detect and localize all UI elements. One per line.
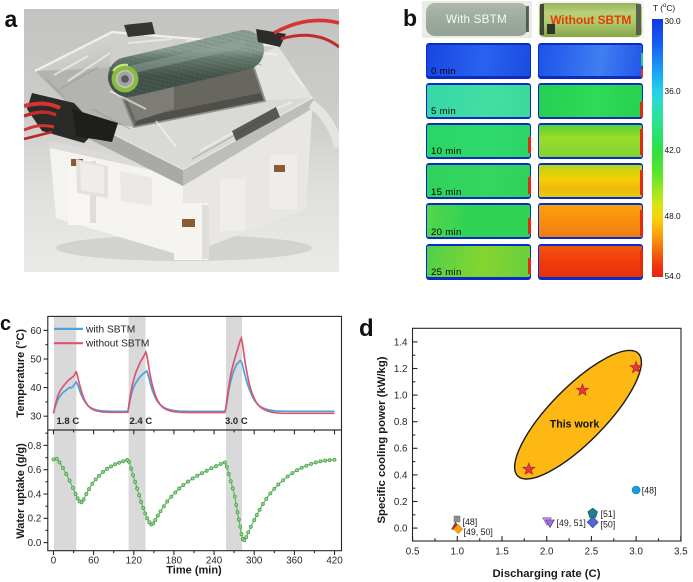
- svg-text:0.0: 0.0: [394, 524, 408, 535]
- svg-text:3.0: 3.0: [629, 547, 643, 558]
- svg-text:50: 50: [30, 354, 41, 365]
- svg-text:120: 120: [126, 556, 143, 567]
- svg-text:3.0 C: 3.0 C: [225, 416, 248, 427]
- svg-text:Time (min): Time (min): [166, 565, 222, 577]
- svg-text:without SBTM: without SBTM: [85, 339, 149, 350]
- svg-text:2.0: 2.0: [540, 547, 554, 558]
- svg-text:This work: This work: [550, 419, 600, 431]
- svg-text:0.8: 0.8: [394, 417, 408, 428]
- svg-text:0.6: 0.6: [394, 444, 408, 455]
- svg-text:[48]: [48]: [642, 485, 657, 495]
- svg-text:Water uptake (g/g): Water uptake (g/g): [15, 443, 27, 539]
- svg-text:1.0: 1.0: [394, 391, 408, 402]
- svg-text:[50]: [50]: [601, 520, 616, 530]
- svg-text:0.4: 0.4: [28, 489, 42, 500]
- svg-text:0.5: 0.5: [406, 547, 420, 558]
- svg-text:360: 360: [286, 556, 303, 567]
- svg-text:60: 60: [88, 556, 99, 567]
- svg-text:0: 0: [51, 556, 57, 567]
- svg-text:[49, 51]: [49, 51]: [557, 518, 586, 528]
- svg-text:Temperature (°C): Temperature (°C): [15, 329, 27, 418]
- svg-text:420: 420: [326, 556, 343, 567]
- svg-text:Discharging rate (C): Discharging rate (C): [493, 568, 601, 580]
- svg-text:[51]: [51]: [601, 509, 616, 519]
- svg-text:0.6: 0.6: [28, 465, 42, 476]
- svg-text:1.2: 1.2: [394, 364, 408, 375]
- svg-text:240: 240: [206, 556, 223, 567]
- svg-text:40: 40: [30, 383, 41, 394]
- svg-text:1.5: 1.5: [495, 547, 509, 558]
- svg-text:0.8: 0.8: [28, 441, 42, 452]
- svg-text:Specific cooling power (kW/kg): Specific cooling power (kW/kg): [376, 356, 388, 523]
- svg-text:3.5: 3.5: [674, 547, 688, 558]
- svg-text:2.4 C: 2.4 C: [130, 416, 153, 427]
- svg-text:1.0: 1.0: [450, 547, 464, 558]
- svg-text:0.2: 0.2: [394, 497, 408, 508]
- svg-text:300: 300: [246, 556, 263, 567]
- svg-text:0.0: 0.0: [28, 538, 42, 549]
- svg-text:30: 30: [30, 412, 41, 423]
- svg-text:0.4: 0.4: [394, 470, 408, 481]
- svg-text:1.8 C: 1.8 C: [57, 416, 80, 427]
- svg-text:180: 180: [166, 556, 183, 567]
- svg-text:2.5: 2.5: [585, 547, 599, 558]
- svg-text:0.2: 0.2: [28, 514, 42, 525]
- svg-text:[48]: [48]: [463, 517, 478, 527]
- svg-text:1.4: 1.4: [394, 337, 408, 348]
- svg-text:[49, 50]: [49, 50]: [464, 527, 493, 537]
- svg-text:with SBTM: with SBTM: [85, 324, 135, 335]
- svg-text:60: 60: [30, 326, 41, 337]
